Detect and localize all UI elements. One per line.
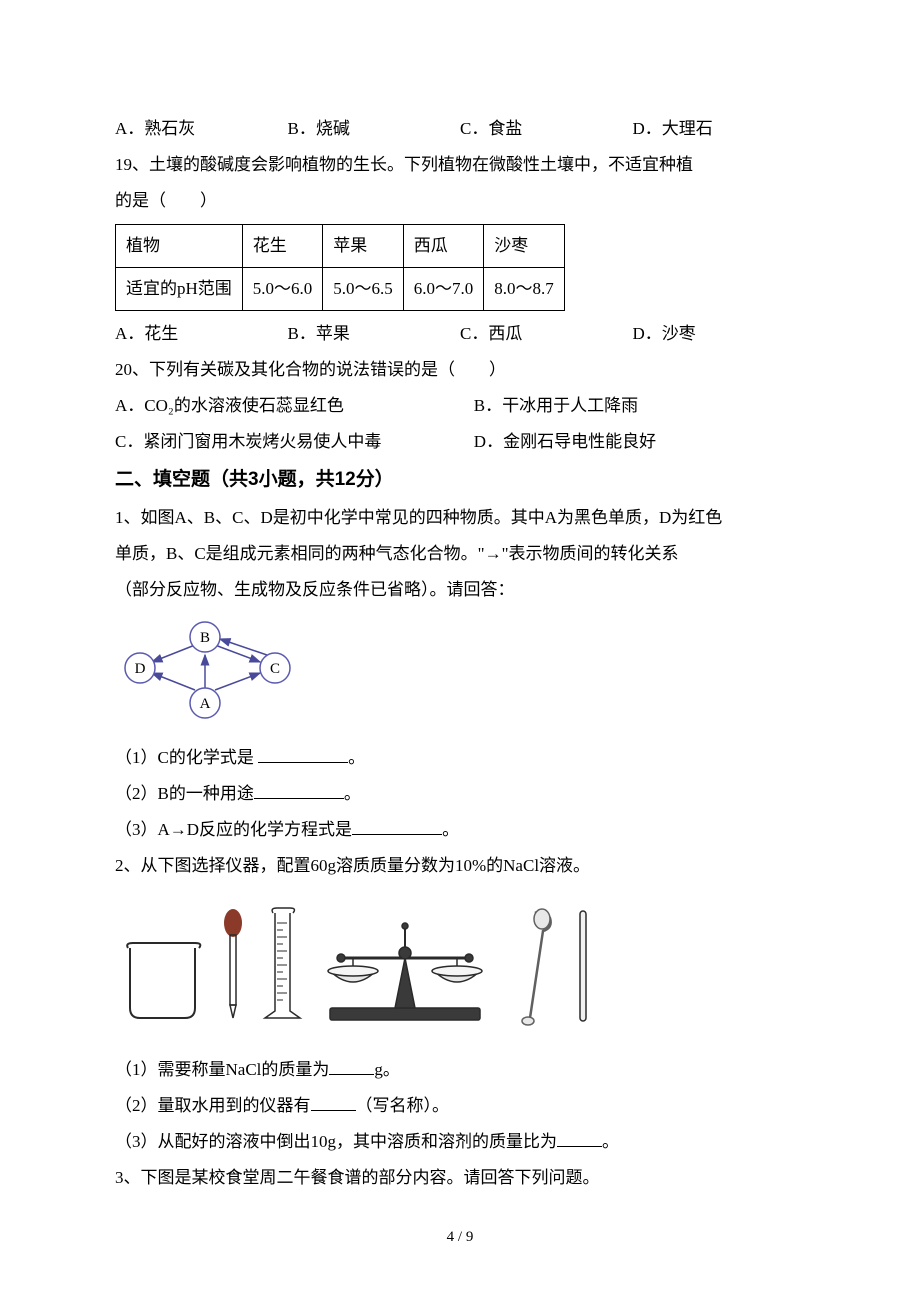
page: A．熟石灰 B．烧碱 C．食盐 D．大理石 19、土壤的酸碱度会影响植物的生长。…	[0, 0, 920, 1302]
cell-ph-peanut: 5.0～6.0	[242, 268, 323, 311]
q20-stem: 20、下列有关碳及其化合物的说法错误的是（ ）	[115, 353, 805, 387]
cell-peanut: 花生	[242, 225, 323, 268]
balance-scale-icon	[328, 923, 482, 1020]
edge-c-to-b	[220, 639, 267, 655]
q18-opt-b: B．烧碱	[288, 112, 461, 146]
s2q1-p3-text: （3）A→D反应的化学方程式是	[115, 820, 352, 839]
s2q2-p1-text: （1）需要称量NaCl的质量为	[115, 1060, 329, 1079]
q18-options-row: A．熟石灰 B．烧碱 C．食盐 D．大理石	[115, 112, 805, 146]
s2q1-p2-text: （2）B的一种用途	[115, 784, 254, 803]
s2q1-line2: 单质，B、C是组成元素相同的两种气态化合物。"→"表示物质间的转化关系	[115, 537, 805, 571]
s2q2-p3-tail: 。	[602, 1132, 619, 1151]
cell-ph-watermelon: 6.0～7.0	[403, 268, 484, 311]
s2q2-p1-tail: g。	[374, 1060, 400, 1079]
q18-opt-a: A．熟石灰	[115, 112, 288, 146]
graduated-cylinder-icon	[265, 908, 300, 1018]
s2q1-part2: （2）B的一种用途 。	[115, 777, 805, 811]
q20-row2: C．紧闭门窗用木炭烤火易使人中毒 D．金刚石导电性能良好	[115, 425, 805, 459]
node-c-label: C	[270, 661, 280, 677]
section-2-title: 二、填空题（共3小题，共12分）	[115, 461, 805, 499]
s2q2-part1: （1）需要称量NaCl的质量为 g。	[115, 1053, 805, 1087]
page-number: 4 / 9	[115, 1222, 805, 1252]
s2q1-p1-tail: 。	[348, 748, 365, 767]
blank-input[interactable]	[311, 1093, 356, 1111]
edge-a-to-c	[215, 673, 260, 690]
cell-watermelon: 西瓜	[403, 225, 484, 268]
q20-opt-b: B．干冰用于人工降雨	[474, 389, 805, 423]
q20-opt-c: C．紧闭门窗用木炭烤火易使人中毒	[115, 425, 474, 459]
q20-opt-a: A．CO₂的水溶液使石蕊显红色	[115, 389, 474, 423]
table-row: 适宜的pH范围 5.0～6.0 5.0～6.5 6.0～7.0 8.0～8.7	[116, 268, 565, 311]
s2q2-stem: 2、从下图选择仪器，配置60g溶质质量分数为10%的NaCl溶液。	[115, 849, 805, 883]
beaker-icon	[127, 943, 200, 1018]
q18-opt-c: C．食盐	[460, 112, 633, 146]
cell-plant-label: 植物	[116, 225, 243, 268]
s2q1-p2-tail: 。	[344, 784, 361, 803]
spoon-icon	[522, 909, 551, 1025]
s2q1-p3-tail: 。	[442, 820, 459, 839]
q18-opt-d: D．大理石	[633, 112, 806, 146]
node-d-label: D	[135, 661, 146, 677]
edge-b-to-c	[215, 645, 260, 662]
s2q1-part1: （1）C的化学式是 。	[115, 741, 805, 775]
blank-input[interactable]	[258, 745, 348, 763]
cell-ph-apple: 5.0～6.5	[323, 268, 404, 311]
blank-input[interactable]	[557, 1129, 602, 1147]
conversion-diagram-svg: B A D C	[115, 615, 315, 725]
blank-input[interactable]	[254, 781, 344, 799]
q19-opt-c: C．西瓜	[460, 317, 633, 351]
q19-opt-a: A．花生	[115, 317, 288, 351]
s2q3-stem: 3、下图是某校食堂周二午餐食谱的部分内容。请回答下列问题。	[115, 1161, 805, 1195]
q19-options-row: A．花生 B．苹果 C．西瓜 D．沙枣	[115, 317, 805, 351]
s2q1-line1: 1、如图A、B、C、D是初中化学中常见的四种物质。其中A为黑色单质，D为红色	[115, 501, 805, 535]
equipment-svg	[115, 903, 615, 1033]
s2q2-p3-text: （3）从配好的溶液中倒出10g，其中溶质和溶剂的质量比为	[115, 1132, 557, 1151]
s2q2-part3: （3）从配好的溶液中倒出10g，其中溶质和溶剂的质量比为 。	[115, 1125, 805, 1159]
q19-opt-d: D．沙枣	[633, 317, 806, 351]
q19-stem-line2: 的是（ ）	[115, 184, 805, 218]
cell-apple: 苹果	[323, 225, 404, 268]
edge-b-to-d	[152, 645, 195, 662]
q20-opt-d: D．金刚石导电性能良好	[474, 425, 805, 459]
edge-a-to-d	[152, 673, 195, 690]
q19-opt-b: B．苹果	[288, 317, 461, 351]
q19-stem-line1: 19、土壤的酸碱度会影响植物的生长。下列植物在微酸性土壤中，不适宜种植	[115, 148, 805, 182]
s2q1-p1-text: （1）C的化学式是	[115, 748, 258, 767]
blank-input[interactable]	[352, 817, 442, 835]
node-b-label: B	[200, 630, 210, 646]
blank-input[interactable]	[329, 1057, 374, 1075]
q20-row1: A．CO₂的水溶液使石蕊显红色 B．干冰用于人工降雨	[115, 389, 805, 423]
s2q1-diagram: B A D C	[115, 615, 805, 737]
cell-ph-jujube: 8.0～8.7	[484, 268, 565, 311]
s2q2-part2: （2）量取水用到的仪器有 （写名称）。	[115, 1089, 805, 1123]
q19-table: 植物 花生 苹果 西瓜 沙枣 适宜的pH范围 5.0～6.0 5.0～6.5 6…	[115, 224, 565, 311]
cell-ph-label: 适宜的pH范围	[116, 268, 243, 311]
cell-jujube: 沙枣	[484, 225, 565, 268]
s2q2-equipment	[115, 903, 805, 1045]
table-row: 植物 花生 苹果 西瓜 沙枣	[116, 225, 565, 268]
s2q2-p2-tail: （写名称）。	[356, 1096, 450, 1115]
node-a-label: A	[200, 696, 211, 712]
s2q1-line3: （部分反应物、生成物及反应条件已省略）。请回答：	[115, 573, 805, 607]
glass-rod-icon	[580, 911, 586, 1021]
s2q2-p2-text: （2）量取水用到的仪器有	[115, 1096, 311, 1115]
dropper-icon	[224, 909, 242, 1018]
s2q1-part3: （3）A→D反应的化学方程式是 。	[115, 813, 805, 847]
